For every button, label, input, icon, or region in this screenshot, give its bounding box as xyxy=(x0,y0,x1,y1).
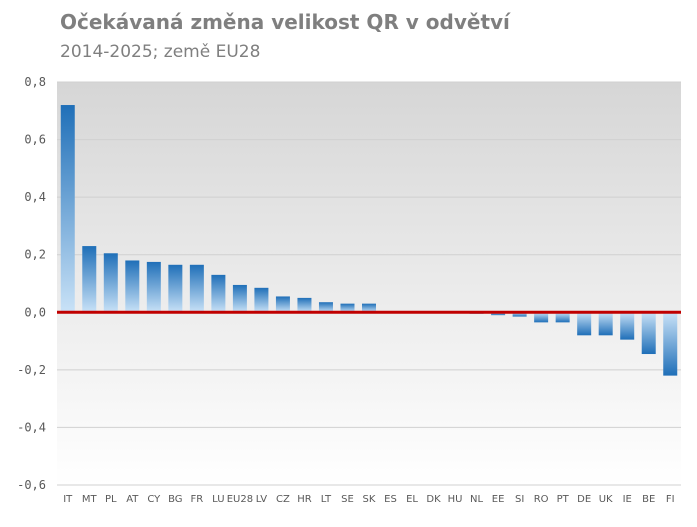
x-tick-label: LV xyxy=(256,494,267,505)
x-tick-label: BE xyxy=(642,494,655,505)
x-tick-label: SI xyxy=(515,494,524,505)
bar-eu28 xyxy=(232,284,247,313)
bar-at xyxy=(125,260,140,313)
x-tick-label: EU28 xyxy=(227,494,253,505)
bar-uk xyxy=(598,312,613,336)
x-tick-label: IT xyxy=(63,494,73,505)
y-tick-label: -0,6 xyxy=(17,478,46,492)
x-tick-label: DK xyxy=(426,494,441,505)
chart-title: Očekávaná změna velikost QR v odvětví xyxy=(60,10,510,34)
bar-be xyxy=(641,312,656,355)
bar-se xyxy=(340,303,355,313)
bar-pl xyxy=(103,253,118,313)
x-tick-label: NL xyxy=(470,494,483,505)
x-axis: IT MT PL AT CY BG FR LU EU28 LV CZ HR LT SE SK ES EL DK HU… xyxy=(63,494,674,505)
bar-lu xyxy=(211,274,226,313)
chart-subtitle: 2014-2025; země EU28 xyxy=(60,42,261,62)
bar-sk xyxy=(362,303,376,313)
y-tick-label: 0,4 xyxy=(24,190,46,204)
bar-de xyxy=(577,312,592,336)
bar-ie xyxy=(620,312,635,340)
x-tick-label: RO xyxy=(534,494,549,505)
x-tick-label: SE xyxy=(341,494,354,505)
bar-mt xyxy=(82,246,97,313)
x-tick-label: PL xyxy=(105,494,117,505)
bar-hr xyxy=(297,297,312,313)
x-tick-label: PT xyxy=(557,494,570,505)
bar-ro xyxy=(534,312,549,323)
x-tick-label: IE xyxy=(623,494,632,505)
y-tick-label: -0,2 xyxy=(17,363,46,377)
bar-cy xyxy=(146,261,161,313)
x-tick-label: MT xyxy=(82,494,98,505)
y-tick-label: 0,8 xyxy=(24,75,46,89)
x-tick-label: LU xyxy=(212,494,224,505)
bar-si xyxy=(512,312,527,317)
y-tick-label: 0,2 xyxy=(24,248,46,262)
bars xyxy=(60,105,678,376)
x-tick-label: ES xyxy=(384,494,397,505)
x-tick-label: AT xyxy=(126,494,139,505)
bar-lt xyxy=(318,302,333,313)
bar-it xyxy=(60,105,75,313)
x-tick-label: BG xyxy=(168,494,182,505)
bar-fr xyxy=(189,264,204,313)
x-tick-label: FI xyxy=(666,494,675,505)
x-tick-label: FR xyxy=(191,494,204,505)
y-tick-label: 0,6 xyxy=(24,133,46,147)
y-tick-label: -0,4 xyxy=(17,420,46,434)
x-tick-label: CZ xyxy=(276,494,290,505)
x-tick-label: EE xyxy=(492,494,505,505)
bar-bg xyxy=(168,264,183,313)
y-tick-label: 0,0 xyxy=(24,305,46,319)
x-tick-label: CY xyxy=(147,494,161,505)
x-tick-label: HR xyxy=(297,494,312,505)
bar-lv xyxy=(254,287,269,313)
y-axis: -0,6 -0,4 -0,2 0,0 0,2 0,4 0,6 0,8 xyxy=(17,75,46,492)
x-tick-label: EL xyxy=(406,494,418,505)
bar-fi xyxy=(663,312,678,376)
x-tick-label: SK xyxy=(363,494,376,505)
bar-pt xyxy=(555,312,570,323)
x-tick-label: HU xyxy=(448,494,463,505)
plot-area xyxy=(57,82,681,485)
x-tick-label: UK xyxy=(599,494,613,505)
bar-cz xyxy=(275,296,290,313)
x-tick-label: LT xyxy=(321,494,332,505)
x-tick-label: DE xyxy=(577,494,591,505)
